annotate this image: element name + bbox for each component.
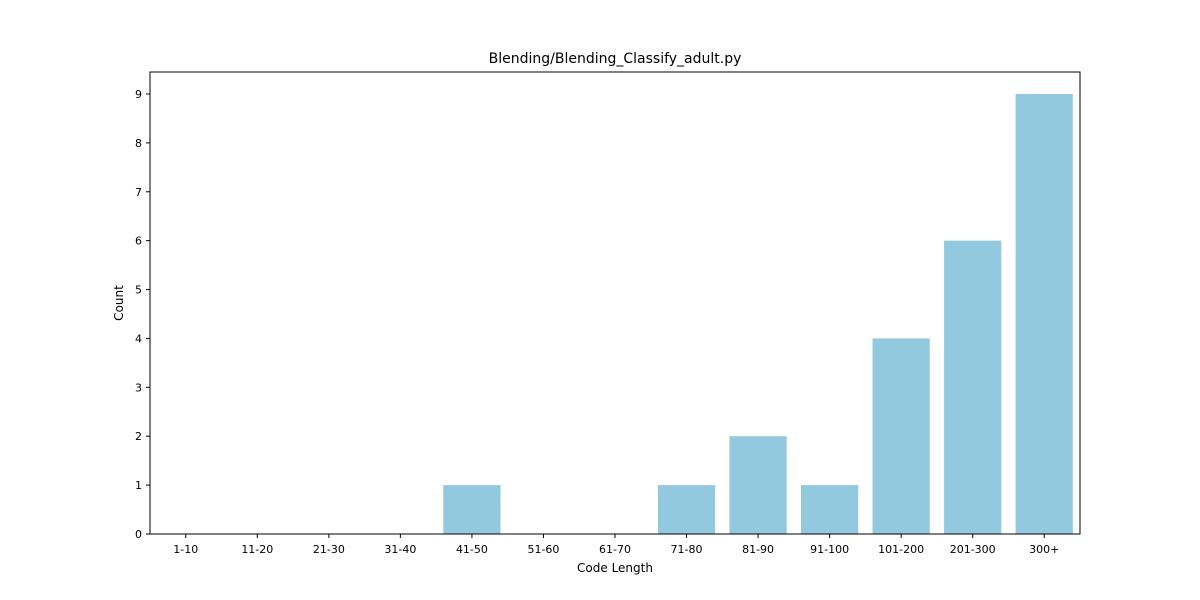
bars-group (443, 94, 1073, 535)
x-axis-label: Code Length (577, 561, 653, 575)
y-tick-label: 7 (135, 186, 142, 199)
y-tick-label: 1 (135, 479, 142, 492)
x-tick-label: 300+ (1029, 543, 1059, 556)
y-tick-label: 3 (135, 381, 142, 394)
y-tick-label: 8 (135, 137, 142, 150)
y-tick-label: 4 (135, 332, 142, 345)
y-axis-label: Count (112, 285, 126, 321)
x-tick-label: 91-100 (810, 543, 849, 556)
bar-201-300 (944, 240, 1002, 535)
y-tick-label: 0 (135, 528, 142, 541)
bar-71-80 (657, 485, 716, 534)
y-tick-label: 9 (135, 88, 142, 101)
x-tick-label: 21-30 (313, 543, 345, 556)
x-tick-label: 41-50 (456, 543, 488, 556)
bar-300+ (1015, 94, 1073, 534)
chart-title: Blending/Blending_Classify_adult.py (489, 51, 742, 67)
y-axis-ticks: 0 1 2 3 4 5 6 7 8 9 (135, 88, 150, 541)
x-tick-label: 81-90 (742, 543, 774, 556)
bar-101-200 (872, 338, 930, 534)
y-tick-label: 6 (135, 235, 142, 248)
bar-91-100 (801, 485, 859, 534)
x-tick-label: 101-200 (878, 543, 924, 556)
bar-41-50 (443, 485, 501, 534)
x-tick-label: 61-70 (599, 543, 631, 556)
plot-area-frame (149, 71, 1081, 535)
x-tick-label: 11-20 (241, 543, 273, 556)
y-tick-label: 2 (135, 430, 142, 443)
x-tick-label: 1-10 (173, 543, 198, 556)
bar-81-90 (729, 436, 787, 534)
x-axis-ticks: 1-10 11-20 21-30 31-40 41-50 51-60 61-70 71-80 8… (173, 534, 1059, 556)
x-tick-label: 71-80 (671, 543, 703, 556)
x-tick-label: 51-60 (527, 543, 559, 556)
x-tick-label: 31-40 (384, 543, 416, 556)
x-tick-label: 201-300 (950, 543, 996, 556)
y-tick-label: 5 (135, 284, 142, 297)
